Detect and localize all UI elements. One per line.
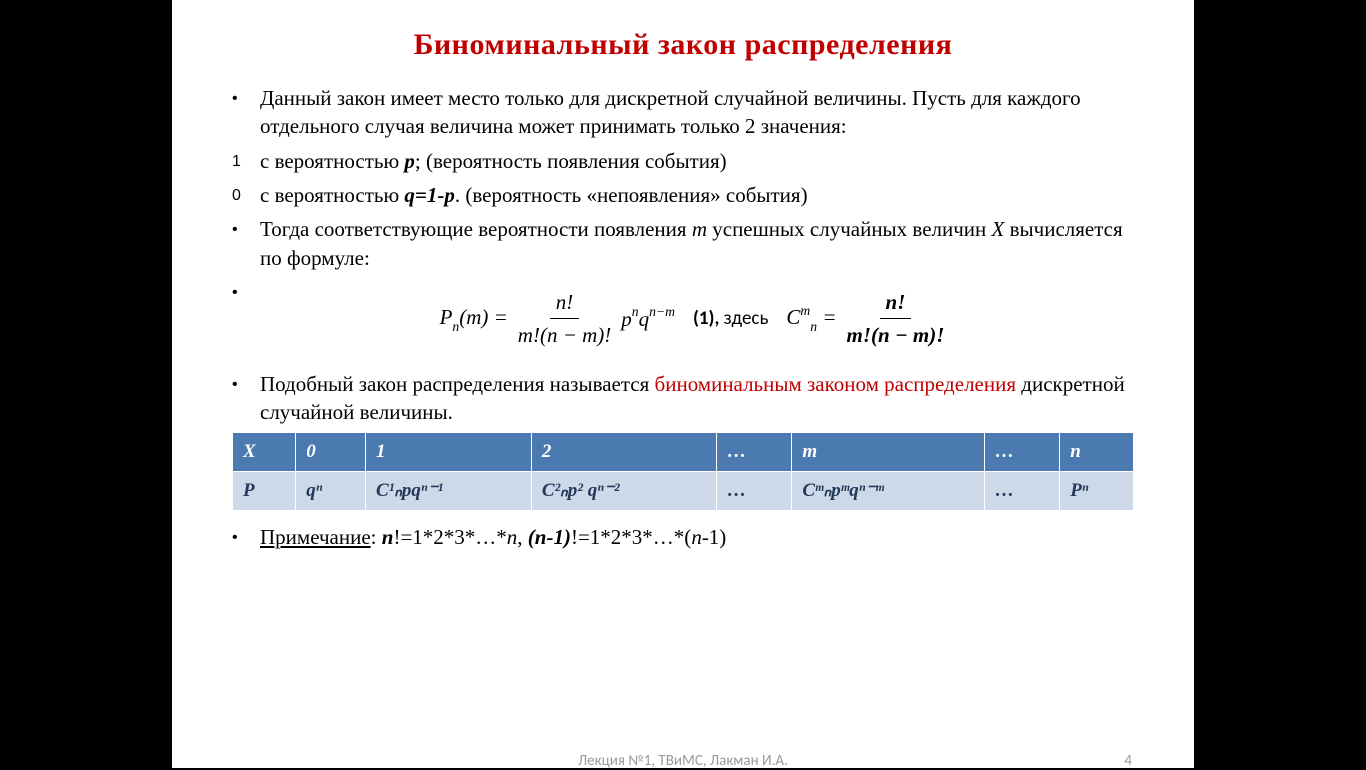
th: …	[985, 433, 1060, 472]
text: ; (вероятность появления события)	[415, 149, 727, 173]
bullet-marker: 0	[232, 181, 260, 209]
note-label: Примечание	[260, 525, 371, 549]
bullet-text: Подобный закон распределения называется …	[260, 370, 1134, 427]
th: n	[1060, 433, 1134, 472]
text: с вероятностью	[260, 183, 404, 207]
text: :	[371, 525, 382, 549]
td: C¹ₙpqⁿ⁻¹	[365, 472, 531, 511]
var-p: р	[404, 149, 415, 173]
c-mn: Cmn =	[786, 303, 836, 335]
page-number: 4	[1124, 752, 1132, 770]
distribution-table: X 0 1 2 … m … n P qⁿ C¹ₙpqⁿ⁻¹ C²ₙp² qⁿ⁻²…	[232, 432, 1134, 510]
bullet-text: Данный закон имеет место только для диск…	[260, 84, 1134, 141]
th: 1	[365, 433, 531, 472]
th: 0	[296, 433, 366, 472]
slide-content: • Данный закон имеет место только для ди…	[232, 84, 1134, 551]
bullet-marker: •	[232, 84, 260, 141]
bullet-formula: • Pn(m) = n! m!(n − m)! pnqn−m (1), здес…	[232, 278, 1134, 364]
p-n: Pn(m) =	[440, 303, 508, 335]
formula-c: Cmn = n! m!(n − m)!	[786, 288, 954, 350]
formula-main: Pn(m) = n! m!(n − m)! pnqn−m	[440, 288, 675, 350]
label-1: (1),	[693, 307, 719, 330]
bullet-1: • Данный закон имеет место только для ди…	[232, 84, 1134, 141]
sym: (m) =	[459, 305, 508, 329]
formula-row: Pn(m) = n! m!(n − m)! pnqn−m (1), здесь …	[260, 288, 1134, 350]
bullet-3: 0 с вероятностью q=1-p. (вероятность «не…	[232, 181, 1134, 209]
sub: n	[810, 319, 817, 334]
bullet-text: Тогда соответствующие вероятности появле…	[260, 215, 1134, 272]
sym: =	[817, 305, 836, 329]
var: (n-1)	[528, 525, 571, 549]
var-m: m	[692, 217, 707, 241]
text: с вероятностью	[260, 149, 404, 173]
table-row: P qⁿ C¹ₙpqⁿ⁻¹ C²ₙp² qⁿ⁻² … Cᵐₙpᵐqⁿ⁻ᵐ … P…	[233, 472, 1134, 511]
footer-center: Лекция №1, ТВиМС, Лакман И.А.	[578, 752, 788, 770]
bullet-text: с вероятностью q=1-p. (вероятность «непо…	[260, 181, 1134, 209]
td: Pⁿ	[1060, 472, 1134, 511]
sup: m	[800, 303, 810, 318]
bullet-marker: •	[232, 278, 260, 364]
bullet-marker: •	[232, 370, 260, 427]
numerator: n!	[550, 288, 580, 319]
numerator: n!	[880, 288, 912, 319]
formula-area: Pn(m) = n! m!(n − m)! pnqn−m (1), здесь …	[260, 278, 1134, 364]
bullet-text: Примечание: n!=1*2*3*…*n, (n-1)!=1*2*3*……	[260, 523, 1134, 551]
var: n	[382, 525, 394, 549]
bullet-4: • Тогда соответствующие вероятности появ…	[232, 215, 1134, 272]
sub: n	[452, 319, 459, 334]
highlight: биноминальным законом распределения	[655, 372, 1016, 396]
bullet-note: • Примечание: n!=1*2*3*…*n, (n-1)!=1*2*3…	[232, 523, 1134, 551]
denominator: m!(n − m)!	[841, 319, 951, 349]
text: Подобный закон распределения называется	[260, 372, 655, 396]
bullet-5: • Подобный закон распределения называетс…	[232, 370, 1134, 427]
formula-label: (1), здесь	[693, 306, 768, 332]
sym: q	[639, 307, 650, 331]
td: Cᵐₙpᵐqⁿ⁻ᵐ	[792, 472, 985, 511]
td: qⁿ	[296, 472, 366, 511]
sup: n	[632, 304, 639, 319]
var: n	[691, 525, 702, 549]
th: X	[233, 433, 296, 472]
text: !=1*2*3*…*	[393, 525, 506, 549]
td: …	[717, 472, 792, 511]
label-here: здесь	[719, 307, 768, 330]
var-q: q=1-p	[404, 183, 454, 207]
bullet-text: с вероятностью р; (вероятность появления…	[260, 147, 1134, 175]
text: Тогда соответствующие вероятности появле…	[260, 217, 692, 241]
th: 2	[531, 433, 716, 472]
slide-title: Биноминальный закон распределения	[232, 28, 1134, 62]
text: . (вероятность «непоявления» события)	[455, 183, 808, 207]
td: …	[985, 472, 1060, 511]
text: ,	[517, 525, 528, 549]
slide: Биноминальный закон распределения • Данн…	[172, 0, 1194, 768]
pq-term: pnqn−m	[621, 305, 675, 333]
bullet-marker: 1	[232, 147, 260, 175]
text: успешных случайных величин	[707, 217, 992, 241]
denominator: m!(n − m)!	[512, 319, 617, 349]
sym: p	[621, 307, 632, 331]
th: m	[792, 433, 985, 472]
bullet-2: 1 с вероятностью р; (вероятность появлен…	[232, 147, 1134, 175]
td: C²ₙp² qⁿ⁻²	[531, 472, 716, 511]
table-header-row: X 0 1 2 … m … n	[233, 433, 1134, 472]
sym: P	[440, 305, 453, 329]
text: !=1*2*3*…*(	[571, 525, 691, 549]
text: -1)	[702, 525, 727, 549]
sym: C	[786, 305, 800, 329]
var-x: X	[992, 217, 1005, 241]
td: P	[233, 472, 296, 511]
var: n	[507, 525, 518, 549]
fraction-1: n! m!(n − m)!	[512, 288, 617, 350]
fraction-2: n! m!(n − m)!	[841, 288, 951, 350]
bullet-marker: •	[232, 523, 260, 551]
sup: n−m	[649, 304, 675, 319]
bullet-marker: •	[232, 215, 260, 272]
th: …	[717, 433, 792, 472]
